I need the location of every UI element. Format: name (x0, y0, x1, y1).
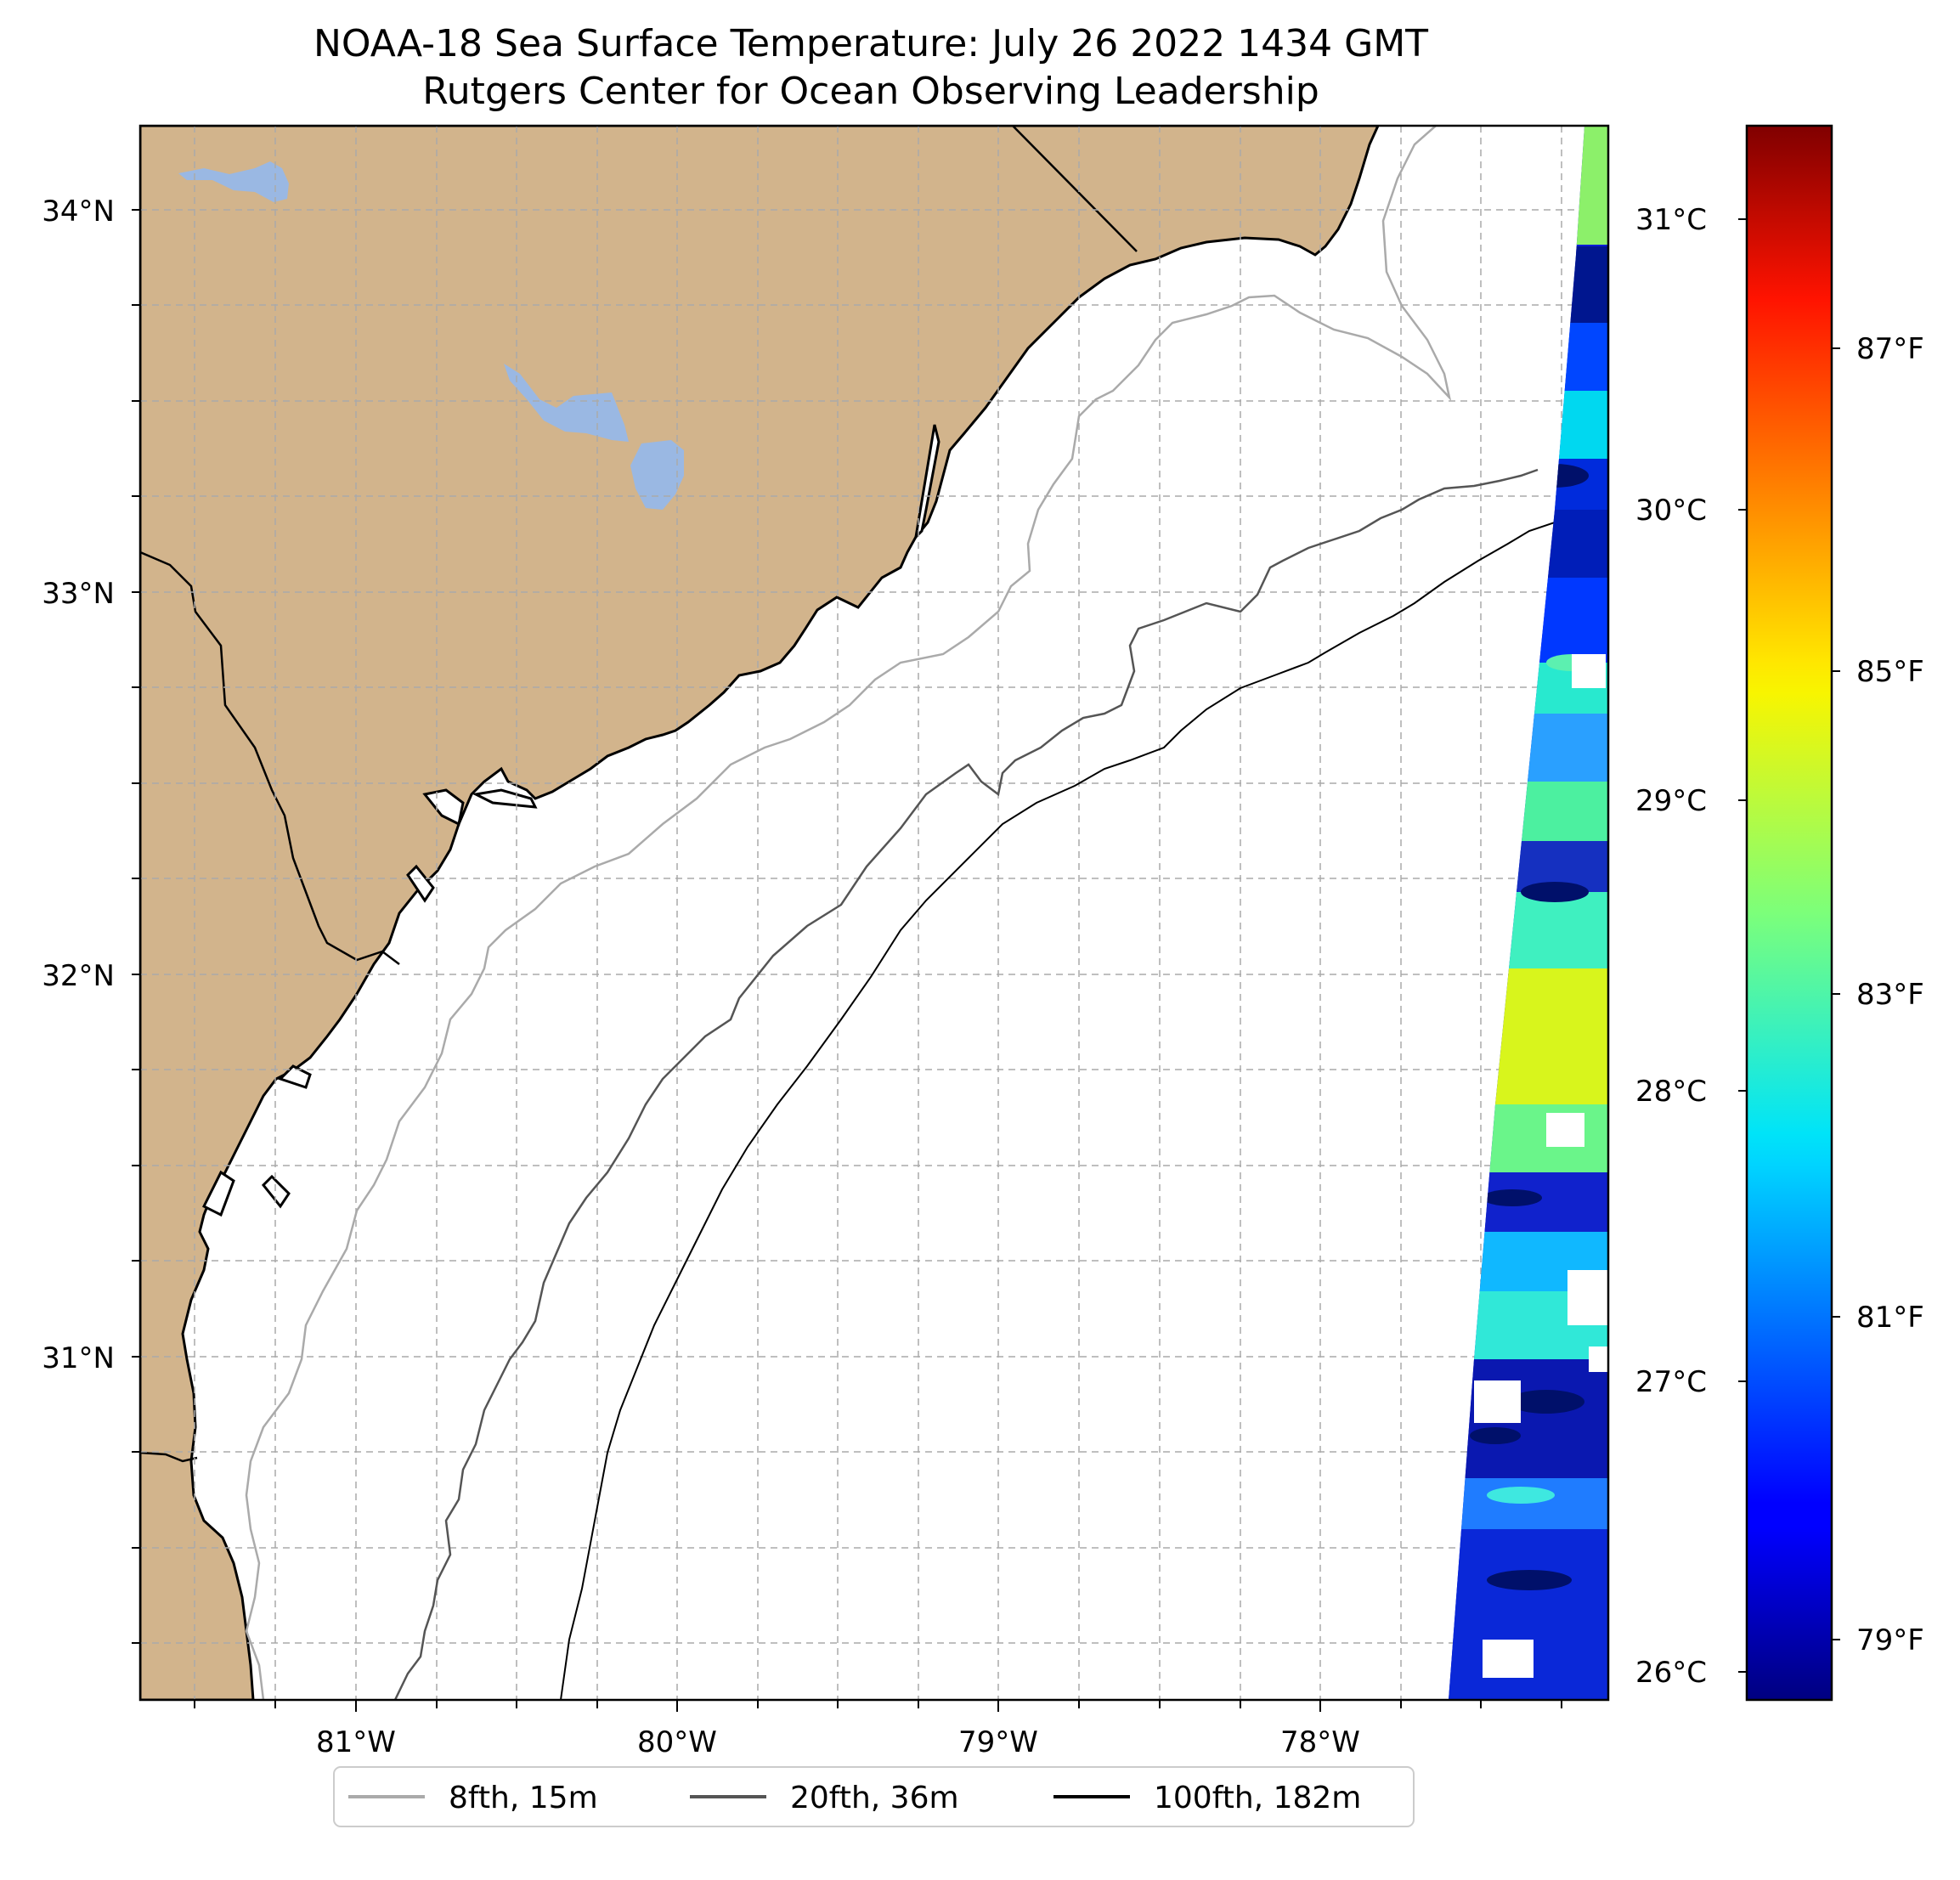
lon-label-81w: 81°W (316, 1725, 396, 1759)
lon-label-78w: 78°W (1280, 1725, 1360, 1759)
lon-label-80w: 80°W (637, 1725, 717, 1759)
legend-box (333, 1766, 1415, 1827)
legend: 8fth, 15m 20fth, 36m 100fth, 182m (333, 1766, 1415, 1827)
lat-label-33n: 33°N (42, 577, 115, 611)
lat-label-32n: 32°N (42, 959, 115, 993)
lon-label-79w: 79°W (958, 1725, 1038, 1759)
colorbar-label-83f: 83°F (1856, 978, 1924, 1012)
colorbar-label-79f: 79°F (1856, 1623, 1924, 1657)
colorbar-label-28c: 28°C (1635, 1075, 1707, 1109)
colorbar-label-31c: 31°C (1635, 203, 1707, 237)
colorbar-label-27c: 27°C (1635, 1365, 1707, 1399)
lake-moultrie (630, 440, 684, 510)
legend-label-182m: 100fth, 182m (1154, 1781, 1361, 1815)
colorbar-label-81f: 81°F (1856, 1301, 1924, 1335)
isobath-182m (560, 485, 1608, 1700)
colorbar: 31°C 30°C 29°C 28°C 27°C 26°C 87°F 85°F … (1635, 124, 1924, 1702)
legend-label-15m: 8fth, 15m (449, 1781, 598, 1815)
coastal-inlets (201, 424, 940, 1217)
colorbar-label-87f: 87°F (1856, 332, 1924, 366)
colorbar-ticks-f (1832, 347, 1840, 1640)
title-line-2: Rutgers Center for Ocean Observing Leade… (422, 70, 1319, 113)
georgia-border (140, 550, 400, 965)
lat-label-34n: 34°N (42, 195, 115, 229)
land-mass (140, 126, 1380, 1700)
isobath-15m (245, 126, 1452, 1700)
map-frame (138, 124, 1610, 1702)
lake-marion (504, 364, 629, 442)
legend-label-36m: 20fth, 36m (790, 1781, 959, 1815)
colorbar-gradient (1745, 124, 1833, 1702)
gridlines (140, 126, 1608, 1700)
colorbar-label-26c: 26°C (1635, 1656, 1707, 1690)
winyah-lake (178, 161, 289, 202)
colorbar-label-85f: 85°F (1856, 655, 1924, 689)
isobath-36m (393, 468, 1539, 1700)
map-panel (140, 126, 1608, 1700)
river-border-south (140, 1451, 198, 1463)
state-border (1012, 126, 1138, 252)
colorbar-label-29c: 29°C (1635, 784, 1707, 818)
lat-label-31n: 31°N (42, 1341, 115, 1375)
colorbar-label-30c: 30°C (1635, 494, 1707, 528)
title-line-1: NOAA-18 Sea Surface Temperature: July 26… (313, 22, 1428, 65)
map-ticks (132, 209, 1562, 1712)
colorbar-ticks-c (1738, 218, 1747, 1673)
